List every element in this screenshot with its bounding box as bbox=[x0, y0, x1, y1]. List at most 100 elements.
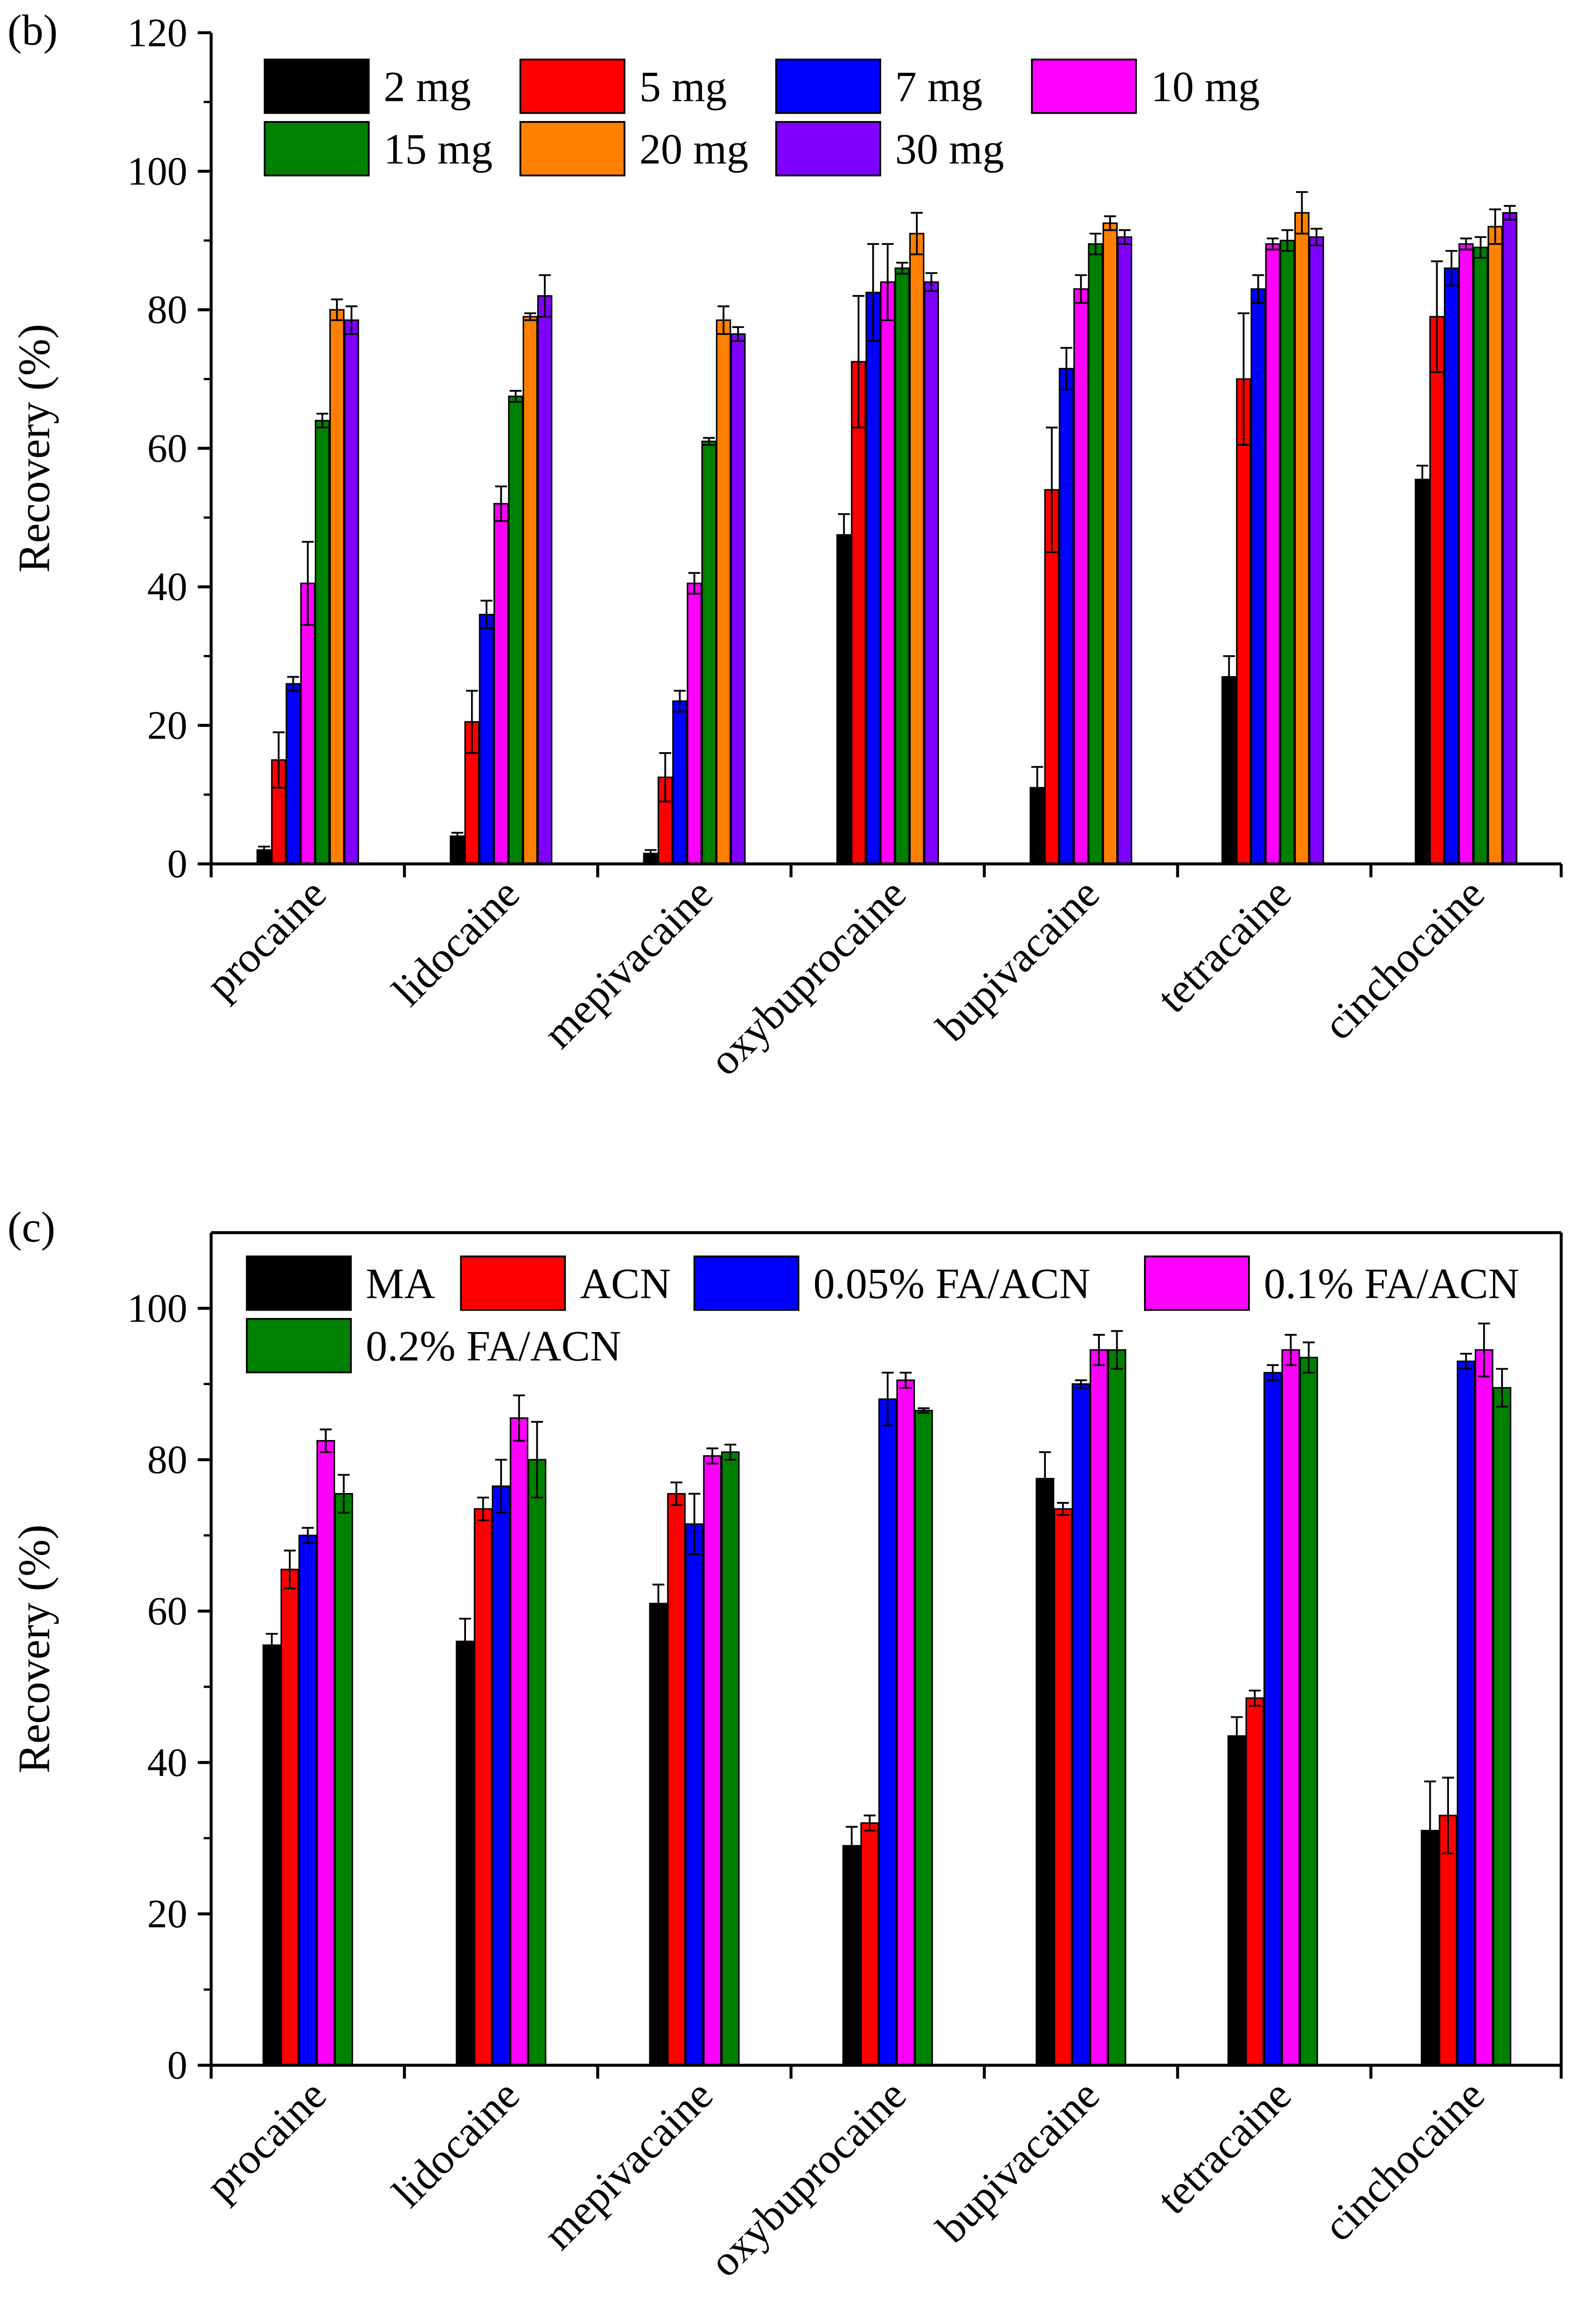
panel-label: (b) bbox=[8, 6, 58, 54]
bar bbox=[1280, 240, 1295, 865]
bar bbox=[492, 1485, 511, 2066]
bar bbox=[329, 309, 345, 865]
bar bbox=[262, 1644, 282, 2066]
y-tick-label: 20 bbox=[147, 703, 188, 747]
bar bbox=[672, 700, 687, 865]
bar bbox=[510, 1417, 529, 2066]
bar bbox=[1236, 378, 1251, 865]
bar bbox=[880, 281, 895, 865]
y-tick-label: 20 bbox=[147, 1891, 188, 1936]
bar bbox=[649, 1602, 668, 2066]
bar bbox=[721, 1451, 740, 2066]
bar bbox=[1299, 1356, 1318, 2066]
y-tick-label: 80 bbox=[147, 288, 188, 332]
bar bbox=[1502, 212, 1517, 865]
category-label: lidocaine bbox=[383, 2071, 528, 2216]
legend-swatch bbox=[246, 1318, 352, 1373]
bar bbox=[865, 291, 881, 865]
bar bbox=[701, 441, 717, 865]
bar bbox=[1429, 316, 1445, 865]
bar bbox=[1420, 1829, 1440, 2066]
legend-label: 0.1% FA/ACN bbox=[1264, 1259, 1519, 1307]
legend-label: 0.2% FA/ACN bbox=[366, 1322, 621, 1370]
y-tick-label: 100 bbox=[127, 149, 187, 194]
bar bbox=[923, 281, 939, 865]
bar bbox=[1221, 676, 1237, 865]
category-label: procaine bbox=[197, 869, 335, 1008]
legend: 2 mg 5 mg 7 mg 10 mg 15 mg 20 mg 30 mg bbox=[264, 58, 1260, 176]
bar bbox=[1071, 1383, 1090, 2066]
bar bbox=[667, 1493, 686, 2066]
bar bbox=[280, 1569, 299, 2066]
bar bbox=[508, 396, 524, 865]
bar bbox=[703, 1455, 722, 2066]
bar bbox=[1073, 288, 1089, 865]
bar bbox=[1059, 368, 1074, 865]
legend-label: 7 mg bbox=[895, 63, 983, 111]
bar bbox=[1102, 222, 1118, 865]
y-tick-label: 60 bbox=[147, 1589, 188, 1633]
bar bbox=[1263, 1372, 1282, 2066]
category-label: cinchocaine bbox=[1314, 2071, 1494, 2250]
category-label: tetracaine bbox=[1148, 2071, 1300, 2223]
bar bbox=[334, 1493, 353, 2066]
bar bbox=[1475, 1349, 1494, 2066]
category-label: procaine bbox=[197, 2071, 335, 2210]
bar bbox=[1265, 243, 1280, 865]
category-label: bupivacaine bbox=[927, 2071, 1108, 2252]
y-tick-label: 40 bbox=[147, 1740, 188, 1785]
legend-swatch bbox=[246, 1255, 352, 1311]
category-label: cinchocaine bbox=[1314, 869, 1494, 1049]
bar bbox=[1458, 243, 1474, 865]
bar bbox=[298, 1534, 317, 2066]
bar bbox=[1444, 267, 1459, 865]
bar bbox=[878, 1398, 897, 2066]
bar bbox=[836, 534, 852, 865]
legend-label: ACN bbox=[580, 1259, 671, 1307]
legend-swatch bbox=[693, 1255, 800, 1311]
y-tick-label: 60 bbox=[147, 426, 188, 471]
legend-swatch bbox=[775, 58, 881, 114]
category-label: lidocaine bbox=[383, 869, 528, 1015]
bar bbox=[1053, 1508, 1073, 2066]
bar bbox=[686, 582, 702, 865]
bar bbox=[1281, 1349, 1300, 2066]
bar bbox=[1090, 1349, 1108, 2066]
bar bbox=[909, 233, 925, 865]
bar bbox=[1294, 212, 1310, 865]
bar bbox=[1117, 236, 1133, 865]
y-axis-label: Recovery (%) bbox=[9, 1524, 59, 1773]
legend-label: 5 mg bbox=[640, 63, 727, 111]
bar bbox=[842, 1845, 861, 2066]
bar bbox=[343, 319, 359, 865]
bar bbox=[1487, 226, 1503, 865]
y-tick-label: 80 bbox=[147, 1438, 188, 1482]
legend: MA ACN 0.05% FA/ACN 0.1% FA/ACN 0.2% FA/ACN bbox=[246, 1255, 1519, 1373]
bar bbox=[473, 1508, 493, 2066]
legend-swatch bbox=[519, 58, 625, 114]
bar bbox=[479, 614, 495, 865]
legend-label: 20 mg bbox=[640, 125, 748, 173]
bar bbox=[285, 683, 301, 865]
category-label: mepivacaine bbox=[534, 869, 722, 1057]
category-label: oxybuprocaine bbox=[700, 869, 915, 1084]
bar bbox=[1415, 479, 1430, 865]
category-label: mepivacaine bbox=[534, 2071, 722, 2258]
y-tick-label: 100 bbox=[127, 1286, 187, 1331]
chart-panel-b: (b) 0 20 40 60 80 100 120 procaine lidocaine mepiv… bbox=[8, 6, 1563, 1084]
bar bbox=[1036, 1478, 1054, 2066]
legend-label: 0.05% FA/ACN bbox=[813, 1259, 1090, 1307]
bar bbox=[851, 361, 866, 865]
bar bbox=[1439, 1814, 1457, 2066]
bar bbox=[1227, 1735, 1246, 2066]
bar bbox=[860, 1822, 879, 2066]
legend-swatch bbox=[460, 1255, 566, 1311]
bar bbox=[1088, 243, 1103, 865]
y-axis-label: Recovery (%) bbox=[9, 324, 59, 572]
bar bbox=[896, 1379, 915, 2066]
y-tick-label: 40 bbox=[147, 564, 188, 609]
bar bbox=[456, 1640, 475, 2066]
chart-panel-c: (c) 0 20 40 60 80 100 procaine lidocaine mepivaca… bbox=[8, 1203, 1563, 2286]
